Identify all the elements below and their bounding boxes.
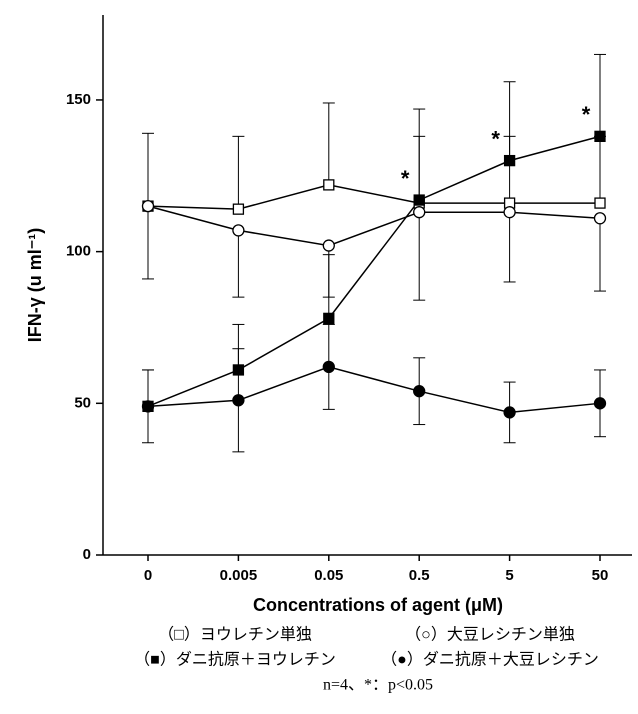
marker [232,394,245,407]
y-axis-label: IFN-γ (u ml⁻¹) [25,228,45,343]
x-tick-label: 0.05 [314,567,343,584]
marker [232,224,245,237]
significance-mark: * [491,126,500,151]
y-tick-label: 0 [83,546,91,563]
marker [503,406,516,419]
marker [593,212,607,225]
marker [413,385,426,398]
marker [594,130,606,142]
marker [594,197,606,209]
x-tick-label: 0.005 [220,567,258,584]
marker [323,179,335,191]
legend-entry: （○）大豆レシチン単独 [405,626,575,644]
significance-mark: * [401,166,410,191]
marker [141,400,155,413]
marker [323,312,335,325]
significance-mark: * [582,102,591,127]
marker [593,397,607,410]
y-tick-label: 50 [74,394,91,411]
marker [413,194,425,206]
marker [413,206,426,219]
y-tick-label: 150 [66,91,91,108]
x-tick-label: 50 [592,567,609,584]
legend-entry: （□）ヨウレチン単独 [158,626,312,644]
y-tick-label: 100 [66,243,91,260]
note: n=4、*：p<0.05 [323,677,433,694]
x-tick-label: 5 [505,567,513,584]
marker [322,239,335,252]
series-line [147,135,601,408]
marker [232,203,245,215]
marker [503,206,516,219]
x-axis-label: Concentrations of agent (μM) [253,595,503,615]
marker [232,364,245,376]
x-tick-label: 0.5 [409,567,430,584]
legend-entry: （●）ダニ抗原＋大豆レシチン [381,651,599,669]
marker [503,154,516,167]
marker [322,360,335,374]
legend-entry: （■）ダニ抗原＋ヨウレチン [134,651,336,669]
series-line [147,366,601,414]
x-tick-label: 0 [144,567,152,584]
marker [141,199,155,213]
series-line [147,205,601,247]
series-line [147,184,600,210]
